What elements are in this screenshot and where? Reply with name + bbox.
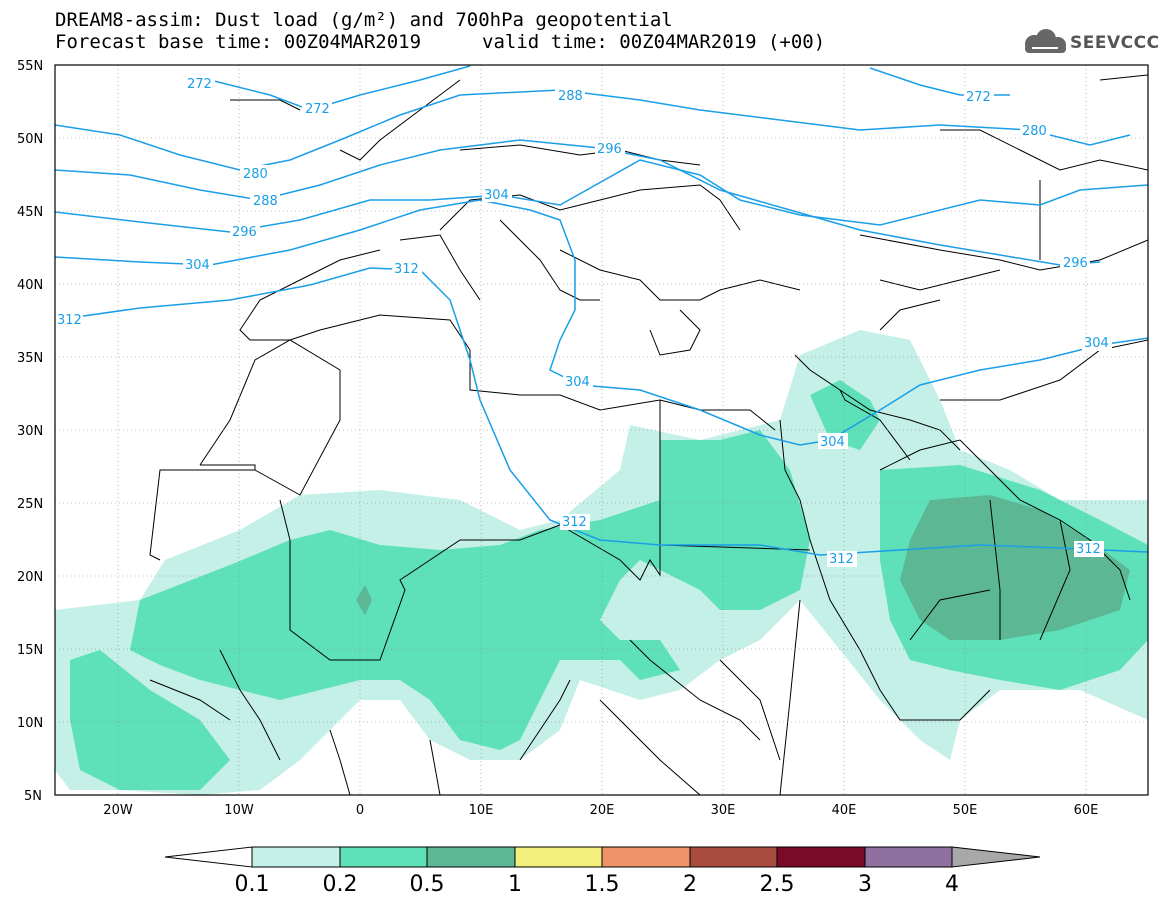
contour-label: 272 bbox=[305, 102, 330, 117]
colorbar-label: 1 bbox=[508, 872, 522, 897]
lon-tick-label: 10E bbox=[469, 803, 494, 818]
map-frame bbox=[54, 64, 1149, 796]
colorbar-label: 3 bbox=[858, 872, 872, 897]
colorbar-swatch bbox=[514, 846, 603, 868]
lat-tick-label: 15N bbox=[17, 643, 43, 658]
colorbar-label: 2 bbox=[683, 872, 697, 897]
colorbar bbox=[164, 846, 1041, 868]
colorbar-swatch bbox=[339, 846, 428, 868]
colorbar-label: 2.5 bbox=[760, 872, 795, 897]
geopotential-contours bbox=[55, 65, 1148, 556]
lon-axis: 20W 10W 0 10E 20E 30E 40E 50E 60E bbox=[103, 803, 1098, 818]
map-plot-area: 272 272 272 280 280 288 288 296 296 296 … bbox=[55, 65, 1148, 795]
contour-label: 280 bbox=[243, 167, 268, 182]
contour-label: 288 bbox=[253, 194, 278, 209]
coastlines bbox=[149, 74, 1148, 795]
contour-label: 304 bbox=[820, 435, 845, 450]
contour-label: 304 bbox=[565, 375, 590, 390]
lon-tick-label: 30E bbox=[711, 803, 736, 818]
lat-tick-label: 55N bbox=[17, 59, 43, 74]
lat-tick-label: 35N bbox=[17, 351, 43, 366]
lat-tick-label: 5N bbox=[24, 789, 42, 804]
valid-time: valid time: 00Z04MAR2019 (+00) bbox=[482, 31, 826, 53]
colorbar-swatch bbox=[776, 846, 866, 868]
colorbar-swatch bbox=[689, 846, 778, 868]
colorbar-swatch bbox=[251, 846, 341, 868]
colorbar-label: 4 bbox=[945, 872, 959, 897]
lon-tick-label: 50E bbox=[953, 803, 978, 818]
lon-tick-label: 0 bbox=[356, 803, 364, 818]
contour-label: 304 bbox=[1084, 336, 1109, 351]
lon-tick-label: 40E bbox=[832, 803, 857, 818]
dust-0.5-layer bbox=[356, 495, 1130, 640]
colorbar-over-arrow bbox=[951, 846, 1041, 868]
lon-tick-label: 10W bbox=[224, 803, 254, 818]
colorbar-swatch bbox=[601, 846, 691, 868]
contour-label: 304 bbox=[185, 258, 210, 273]
lat-axis: 55N 50N 45N 40N 35N 30N 25N 20N 15N 10N … bbox=[17, 59, 43, 804]
contour-label: 280 bbox=[1022, 124, 1047, 139]
graticule bbox=[55, 65, 1148, 795]
colorbar-label: 1.5 bbox=[585, 872, 620, 897]
map-title: DREAM8-assim: Dust load (g/m²) and 700hP… bbox=[55, 9, 673, 31]
contour-label: 272 bbox=[966, 90, 991, 105]
contour-label: 312 bbox=[562, 515, 587, 530]
contour-label: 312 bbox=[829, 552, 854, 567]
cloud-icon bbox=[1025, 29, 1066, 53]
colorbar-label: 0.2 bbox=[323, 872, 358, 897]
lon-tick-label: 20W bbox=[103, 803, 133, 818]
contour-label: 312 bbox=[394, 262, 419, 277]
contour-label: 296 bbox=[597, 142, 622, 157]
lat-tick-label: 20N bbox=[17, 570, 43, 585]
contour-label: 312 bbox=[57, 313, 82, 328]
contour-label: 296 bbox=[1063, 256, 1088, 271]
lat-tick-label: 45N bbox=[17, 205, 43, 220]
contour-label: 296 bbox=[232, 225, 257, 240]
lat-tick-label: 40N bbox=[17, 278, 43, 293]
lon-tick-label: 20E bbox=[590, 803, 615, 818]
contour-label: 304 bbox=[484, 188, 509, 203]
lat-tick-label: 30N bbox=[17, 424, 43, 439]
colorbar-swatch bbox=[864, 846, 953, 868]
contour-label: 288 bbox=[558, 89, 583, 104]
colorbar-under-arrow bbox=[164, 846, 253, 868]
contour-label: 272 bbox=[187, 77, 212, 92]
colorbar-label: 0.1 bbox=[235, 872, 270, 897]
contour-labels: 272 272 272 280 280 288 288 296 296 296 … bbox=[55, 75, 1112, 567]
lat-tick-label: 50N bbox=[17, 132, 43, 147]
colorbar-labels: 0.1 0.2 0.5 1 1.5 2 2.5 3 4 bbox=[235, 872, 960, 897]
lat-tick-label: 10N bbox=[17, 716, 43, 731]
forecast-base-time: Forecast base time: 00Z04MAR2019 bbox=[55, 31, 422, 53]
logo-text: SEEVCCC bbox=[1070, 33, 1160, 53]
lon-tick-label: 60E bbox=[1074, 803, 1099, 818]
colorbar-swatch bbox=[426, 846, 516, 868]
contour-label: 312 bbox=[1076, 542, 1101, 557]
lat-tick-label: 25N bbox=[17, 497, 43, 512]
colorbar-label: 0.5 bbox=[410, 872, 445, 897]
